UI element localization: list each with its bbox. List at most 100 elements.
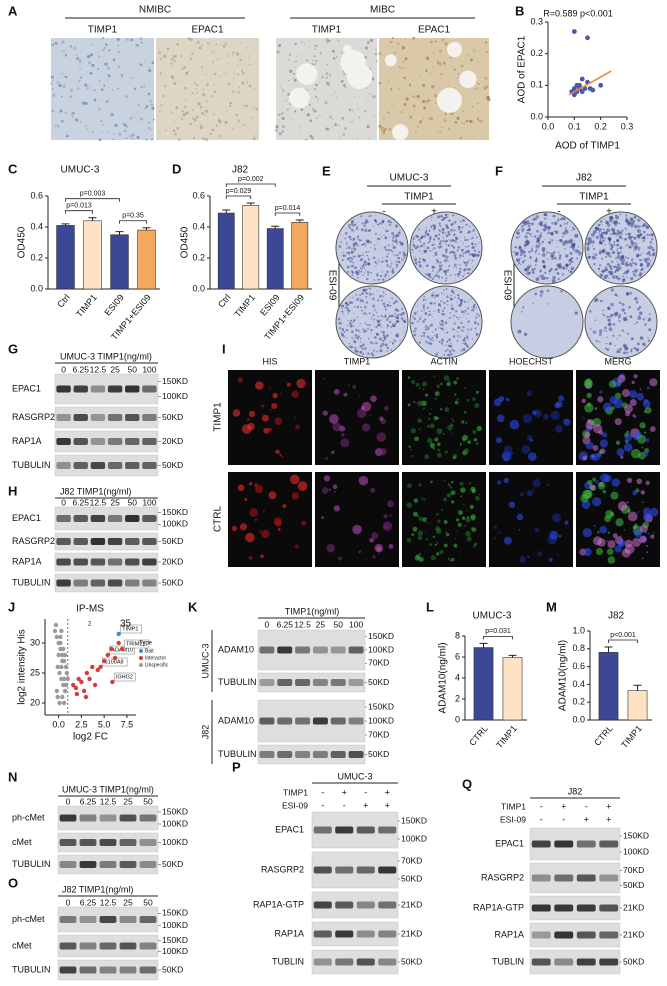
texture (516, 260, 519, 263)
texture (99, 80, 101, 82)
texture (445, 288, 448, 290)
texture (139, 117, 144, 121)
y-tick-label: 1.0 (572, 625, 585, 635)
texture (189, 57, 193, 60)
texture (457, 509, 459, 512)
size-marker: 150KD (162, 376, 188, 386)
texture (65, 76, 68, 79)
texture (410, 428, 416, 434)
texture (61, 40, 65, 44)
texture (50, 82, 52, 85)
texture (427, 437, 433, 444)
texture (213, 52, 215, 54)
texture (306, 113, 310, 117)
texture (617, 374, 626, 383)
point (81, 688, 87, 694)
band (531, 840, 551, 848)
texture (241, 424, 252, 434)
texture (207, 42, 210, 45)
texture (445, 279, 447, 282)
texture (546, 289, 550, 293)
texture (365, 270, 367, 272)
texture (191, 117, 195, 120)
texture (637, 434, 647, 444)
texture (399, 313, 401, 316)
texture (187, 37, 191, 41)
point (52, 628, 58, 634)
texture (443, 238, 445, 240)
texture (424, 326, 427, 329)
texture (435, 219, 437, 221)
texture (381, 224, 383, 226)
texture (472, 254, 476, 257)
texture (462, 243, 465, 245)
texture (59, 84, 62, 87)
texture (594, 407, 598, 410)
texture (183, 66, 187, 69)
texture (365, 301, 369, 304)
texture (64, 54, 68, 57)
point-label: TRIM21 (126, 641, 146, 647)
band (73, 558, 88, 566)
texture (232, 409, 241, 417)
texture (531, 271, 535, 274)
texture (291, 492, 300, 500)
band (125, 538, 140, 545)
texture (411, 322, 414, 325)
bar (242, 205, 260, 290)
texture (396, 255, 398, 257)
texture (446, 234, 449, 237)
texture (574, 249, 579, 253)
texture (471, 259, 474, 262)
texture (325, 127, 329, 131)
chart-title: IP-MS (76, 604, 104, 615)
texture (477, 323, 480, 326)
bar (83, 220, 102, 290)
texture (524, 248, 526, 250)
texture (435, 339, 437, 341)
texture (450, 423, 454, 427)
texture (170, 103, 172, 105)
texture (424, 530, 427, 532)
texture (439, 49, 442, 53)
texture (543, 224, 547, 228)
texture (599, 270, 601, 272)
lane-label: 12.5 (90, 364, 107, 374)
texture (425, 264, 429, 267)
texture (412, 511, 418, 517)
texture (415, 255, 417, 257)
texture (473, 234, 475, 236)
texture (389, 88, 393, 91)
texture (382, 521, 393, 531)
band (56, 515, 71, 522)
texture (393, 316, 395, 318)
band (599, 904, 619, 912)
texture (423, 498, 426, 501)
texture (647, 246, 650, 249)
texture (616, 448, 625, 457)
texture (485, 96, 490, 100)
texture (605, 231, 608, 234)
texture (544, 213, 548, 217)
texture (345, 328, 349, 332)
texture (454, 239, 457, 243)
texture (326, 64, 328, 66)
texture (386, 303, 390, 307)
texture (618, 319, 621, 322)
texture (610, 288, 614, 292)
band (142, 385, 157, 393)
texture (627, 501, 629, 503)
texture (594, 319, 597, 322)
texture (467, 337, 469, 339)
texture (438, 261, 440, 263)
band (599, 840, 619, 848)
texture (412, 36, 416, 40)
texture (140, 41, 143, 44)
texture (435, 513, 439, 516)
texture (527, 423, 529, 425)
error-bar (479, 642, 488, 648)
texture (524, 240, 527, 243)
texture (450, 557, 455, 562)
texture (455, 309, 458, 313)
texture (456, 331, 459, 333)
